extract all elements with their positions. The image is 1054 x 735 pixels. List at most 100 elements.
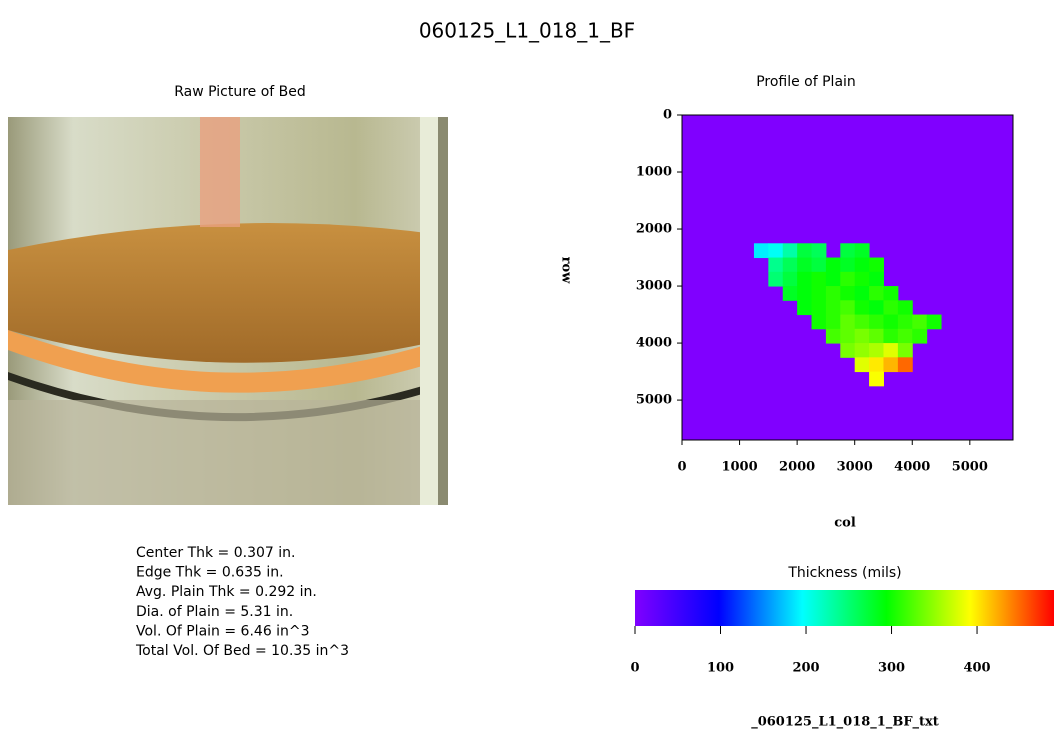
heat-cell [797,286,813,301]
heat-cell [797,271,813,287]
heat-cell [854,343,870,358]
heat-cell [840,314,856,330]
y-tick-label: 4000 [636,336,672,351]
page-title: 060125_L1_018_1_BF [419,19,635,43]
chart-title: Profile of Plain [756,74,856,90]
heat-cell [869,328,884,344]
heat-cell [840,286,856,301]
stat-line: Center Thk = 0.307 in. [136,545,295,561]
y-tick-label: 1000 [636,165,672,180]
x-tick-label: 5000 [952,460,988,475]
heat-cell [854,314,870,330]
heat-cell [883,343,899,358]
photo-title: Raw Picture of Bed [174,84,306,100]
y-tick-label: 5000 [636,393,672,408]
stat-line: Edge Thk = 0.635 in. [136,565,284,581]
colorbar [635,590,1054,626]
x-axis-label: col [834,516,856,531]
heat-cell [854,357,870,373]
heat-cell [869,271,884,287]
colorbar-tick-label: 0 [630,661,639,676]
heat-cell [869,371,884,387]
heat-cell [926,314,942,330]
colorbar-tick-label: 100 [707,661,734,676]
heat-cell [811,271,827,287]
heat-cell [768,271,784,287]
heat-cell [811,257,827,273]
heat-cell [797,243,813,259]
heat-cell [768,257,784,273]
heat-cell [869,343,884,358]
heat-cell [883,357,899,373]
heat-cell [753,243,769,259]
heat-cell [825,314,841,330]
heat-cell [840,328,856,344]
colorbar-label: Thickness (mils) [787,565,901,581]
heat-cell [825,328,841,344]
heat-cell [840,243,856,259]
y-tick-label: 2000 [636,222,672,237]
x-tick-label: 2000 [779,460,815,475]
x-tick-label: 3000 [837,460,873,475]
heat-cell [854,328,870,344]
heat-cell [869,357,884,373]
heat-cell [854,257,870,273]
heat-cell [883,300,899,316]
file-label: _060125_L1_018_1_BF_txt [751,715,939,730]
photo [8,117,448,505]
heat-cell [825,300,841,316]
heat-cell [782,243,798,259]
stat-line: Total Vol. Of Bed = 10.35 in^3 [135,643,349,659]
stat-line: Dia. of Plain = 5.31 in. [136,604,293,620]
x-tick-label: 1000 [721,460,757,475]
heat-cell [883,328,899,344]
heat-cell [897,300,913,316]
heat-cell [782,286,798,301]
y-axis-label: row [559,257,574,285]
heat-cell [840,271,856,287]
heat-cell [782,271,798,287]
stats: Center Thk = 0.307 in. Edge Thk = 0.635 i… [135,545,349,659]
heat-cell [825,271,841,287]
heat-cell [897,343,913,358]
heat-cell [825,286,841,301]
heat-cell [897,314,913,330]
heat-cell [840,343,856,358]
heat-cell [912,328,928,344]
heat-cell [854,271,870,287]
heat-cell [811,286,827,301]
stat-line: Avg. Plain Thk = 0.292 in. [136,584,317,600]
heat-cell [854,243,870,259]
heat-cell [840,257,856,273]
heat-cell [811,314,827,330]
heat-cell [869,286,884,301]
heat-cell [883,314,899,330]
colorbar-tick-label: 400 [963,661,990,676]
heat-cell [811,300,827,316]
heat-cell [869,300,884,316]
colorbar-tick-label: 300 [878,661,905,676]
x-tick-label: 0 [677,460,686,475]
heat-cell [869,314,884,330]
heat-cell [912,314,928,330]
heat-cell [825,257,841,273]
x-tick-label: 4000 [894,460,930,475]
heat-cell [854,286,870,301]
heat-cell [883,286,899,301]
heat-cell [840,300,856,316]
y-tick-label: 3000 [636,279,672,294]
heat-cell [811,243,827,259]
heat-cell [869,257,884,273]
plot-frame [681,114,1014,441]
heat-cell [897,357,913,373]
heat-cell [768,243,784,259]
heat-cell [782,257,798,273]
y-tick-label: 0 [663,108,672,123]
heat-cell [897,328,913,344]
colorbar-tick-label: 200 [792,661,819,676]
heat-cell [797,300,813,316]
heat-cell [797,257,813,273]
heat-cell [854,300,870,316]
stat-line: Vol. Of Plain = 6.46 in^3 [136,623,310,639]
